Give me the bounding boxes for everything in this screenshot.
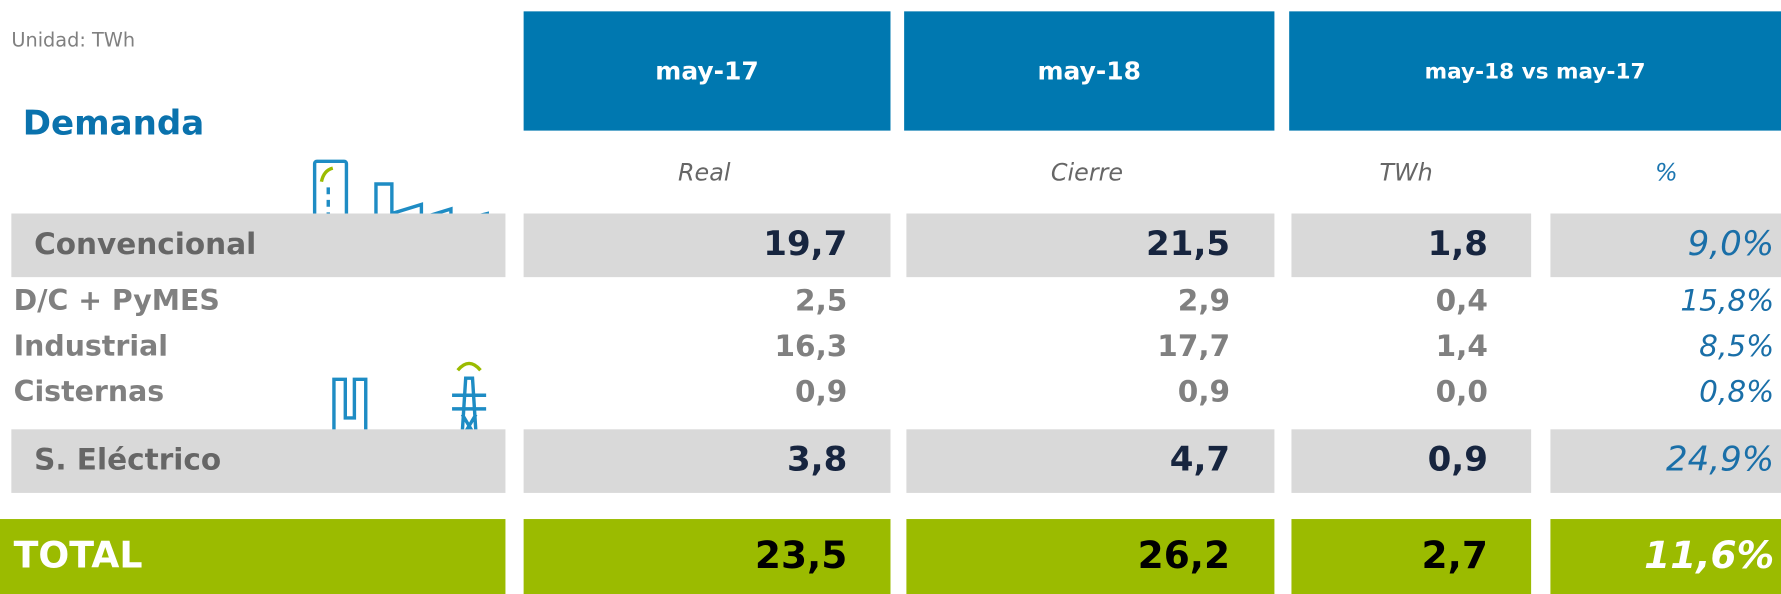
header-cell [523,11,891,131]
row-label: S. Eléctrico [34,443,221,477]
row-band [1291,429,1532,493]
cell-value: 0,4 [1436,284,1488,318]
cell-value: 17,7 [1157,329,1230,363]
subheader: Cierre [1051,158,1123,186]
subheader: % [1655,158,1678,186]
row-band [11,429,506,493]
total-band [523,519,891,594]
cell-value: 4,7 [1170,440,1230,480]
total-value: 23,5 [755,533,847,577]
row-band [523,429,891,493]
unit: Unidad: TWh [11,28,135,51]
title: Demanda [23,103,204,143]
header-text: may-18 vs may-17 [1425,60,1646,85]
cell-value: 2,9 [1178,284,1230,318]
cell-value: 8,5% [1699,329,1774,363]
header-text: may-18 [1038,57,1141,86]
total-band [1291,519,1532,594]
header-text: may-17 [655,57,758,86]
cell-value: 21,5 [1146,224,1230,264]
cell-value: 0,8% [1699,374,1774,408]
cell-value: 15,8% [1680,284,1774,318]
cell-value: 19,7 [763,224,847,264]
row-band [523,213,891,278]
cell-value: 3,8 [787,440,847,480]
row-band [906,213,1275,278]
row-band [1291,213,1532,278]
total-band [0,519,506,594]
row-label: D/C + PyMES [14,284,220,317]
row-label: Industrial [14,330,168,363]
row-label: Convencional [34,227,256,261]
cell-value: 16,3 [775,329,848,363]
cell-value: 0,9 [1428,440,1488,480]
total-value: 11,6% [1644,533,1774,577]
row-band [1550,429,1781,493]
cell-value: 2,5 [795,284,847,318]
total-band [906,519,1275,594]
total-value: 2,7 [1422,533,1488,577]
total-band [1550,519,1781,594]
subheader: TWh [1380,158,1433,186]
header-cell [904,11,1275,131]
header-cell [1289,11,1781,131]
total-label: TOTAL [14,534,143,577]
cell-value: 24,9% [1666,440,1774,480]
total-value: 26,2 [1138,533,1230,577]
row-band [11,213,506,278]
row-band [1550,213,1781,278]
cell-value: 0,9 [1178,374,1230,408]
cell-value: 1,8 [1428,224,1488,264]
subheader: Real [678,158,731,186]
cell-value: 0,9 [795,374,847,408]
row-label: Cisternas [14,375,164,408]
cell-value: 9,0% [1688,224,1775,264]
row-band [906,429,1275,493]
cell-value: 0,0 [1436,374,1488,408]
cell-value: 1,4 [1436,329,1488,363]
